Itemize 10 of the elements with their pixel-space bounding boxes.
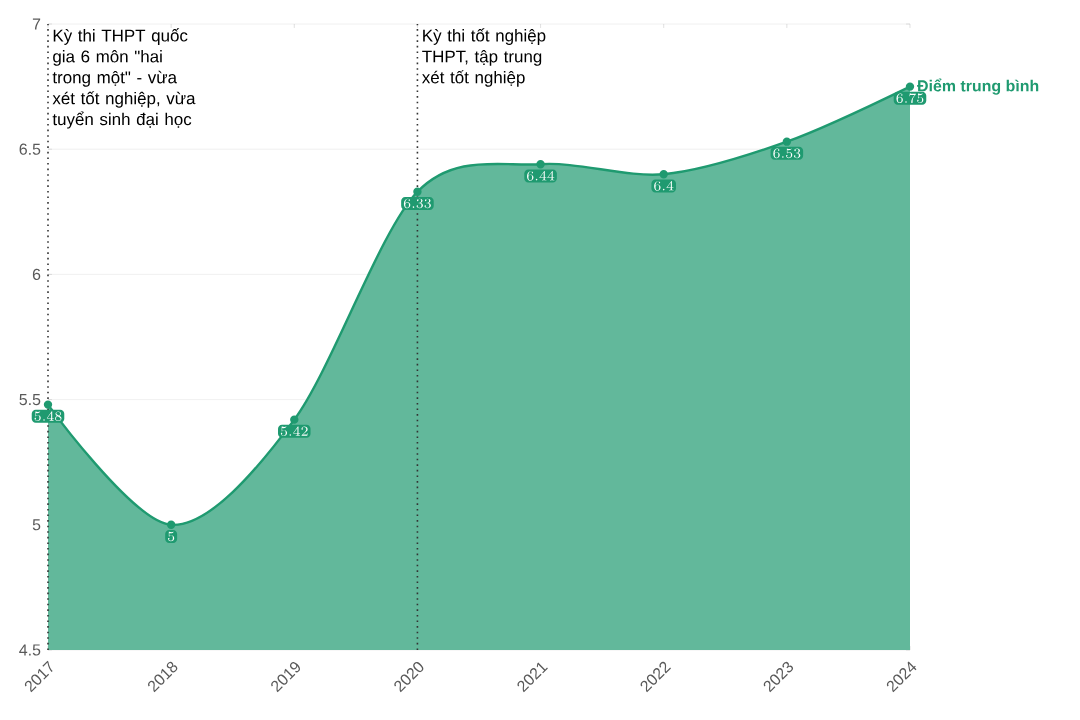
point (905, 82, 915, 91)
point (290, 415, 299, 424)
ref-line-label: Kỳ thi THPT quốc gia 6 môn "hai trong một" - vừa xét tốt nghiệp, vừa tuyển sinh đại học (52, 28, 196, 129)
ref-line-label: Kỳ thi tốt nghiệp THPT, tập trung xét tốt nghiệp (422, 28, 546, 87)
point (659, 170, 668, 179)
point (166, 520, 176, 529)
point (782, 137, 792, 146)
point (413, 187, 422, 196)
point (536, 160, 545, 169)
point (43, 400, 53, 409)
